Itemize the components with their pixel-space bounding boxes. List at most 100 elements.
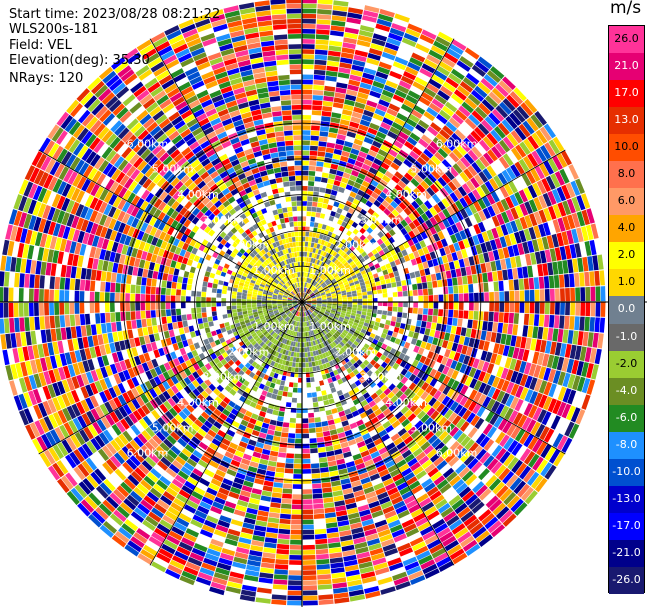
radar-gate xyxy=(444,302,449,309)
radar-gate xyxy=(433,309,438,316)
radar-gate xyxy=(467,275,473,284)
radar-gate xyxy=(480,263,486,273)
radar-gate xyxy=(318,146,326,152)
radar-gate xyxy=(316,29,330,35)
radar-gate xyxy=(328,537,340,543)
radar-gate xyxy=(427,282,432,289)
radar-gate xyxy=(596,286,601,301)
radar-gate xyxy=(293,484,302,489)
radar-gate xyxy=(363,295,368,298)
radar-gate xyxy=(312,478,321,483)
radar-gate xyxy=(292,393,297,398)
radar-gate xyxy=(358,299,363,302)
radar-gate xyxy=(279,524,290,529)
radar-gate xyxy=(413,290,418,296)
radar-gate xyxy=(303,515,314,520)
radar-gate xyxy=(398,302,403,307)
radar-gate xyxy=(331,117,341,123)
radar-gate xyxy=(442,317,447,325)
radar-gate xyxy=(402,285,407,291)
radar-gate xyxy=(462,276,468,285)
radar-gate xyxy=(303,530,315,535)
radar-gate xyxy=(580,287,585,301)
radar-gate xyxy=(510,302,515,312)
radar-gate xyxy=(383,298,388,302)
radar-gate xyxy=(302,151,310,156)
radar-gate xyxy=(328,200,334,206)
radar-gate xyxy=(320,213,325,218)
radar-gate xyxy=(453,310,458,318)
radar-gate xyxy=(302,176,308,181)
radar-gate xyxy=(552,262,558,275)
radar-gate xyxy=(473,284,478,293)
radar-gate xyxy=(326,517,337,523)
radar-gate xyxy=(384,274,390,279)
radar-gate xyxy=(303,550,315,555)
radar-gate xyxy=(428,309,433,316)
radar-gate xyxy=(294,454,302,459)
radar-gate xyxy=(311,120,320,125)
radar-gate xyxy=(294,459,302,464)
radar-gate xyxy=(316,549,329,555)
radar-gate xyxy=(488,282,493,292)
radar-gate xyxy=(303,580,317,585)
radar-gate xyxy=(304,257,307,262)
radar-gate xyxy=(423,295,428,301)
radar-gate xyxy=(282,391,287,396)
radar-gate xyxy=(267,466,276,472)
radar-gate xyxy=(390,277,396,283)
radar-gate xyxy=(342,304,347,307)
radar-gate xyxy=(302,95,312,100)
radar-gate xyxy=(292,510,302,515)
radar-gate xyxy=(313,499,323,504)
radar-gate xyxy=(383,293,388,298)
radar-gate xyxy=(585,302,590,316)
radar-gate xyxy=(437,316,442,323)
radar-gate xyxy=(303,601,318,606)
radar-gate xyxy=(530,290,535,302)
radar-gate xyxy=(275,426,282,432)
radar-gate xyxy=(504,291,509,301)
radar-gate xyxy=(302,135,310,140)
radar-gate xyxy=(264,397,270,403)
radar-gate xyxy=(290,535,302,540)
radar-gate xyxy=(302,171,309,176)
radar-gate xyxy=(444,294,449,301)
radar-gate xyxy=(330,557,343,563)
radar-gate xyxy=(347,297,352,300)
radar-gate xyxy=(522,266,528,278)
radar-gate xyxy=(307,211,312,216)
radar-gate xyxy=(317,14,331,20)
radar-gate xyxy=(436,273,442,281)
radar-gate xyxy=(282,499,292,504)
radar-gate xyxy=(303,459,311,464)
radar-gate xyxy=(263,486,273,492)
radar-gate xyxy=(591,302,596,316)
radar-gate xyxy=(303,590,318,595)
radar-gate xyxy=(323,400,329,406)
radar-gate xyxy=(290,418,296,423)
radar-gate xyxy=(309,433,316,438)
radar-gate xyxy=(311,468,320,473)
radar-gate xyxy=(502,270,508,281)
radar-gate xyxy=(307,206,312,211)
radar-gate xyxy=(316,212,321,217)
radar-gate xyxy=(295,444,302,449)
radar-gate xyxy=(413,332,419,339)
radar-gate xyxy=(535,302,540,314)
radar-gate xyxy=(327,142,336,148)
radar-gate xyxy=(386,283,391,288)
radar-gate xyxy=(575,302,580,316)
radar-gate xyxy=(481,331,487,341)
radar-gate xyxy=(507,269,513,280)
radar-gate xyxy=(275,564,288,570)
radar-gate xyxy=(306,217,311,222)
radar-gate xyxy=(311,382,316,387)
radar-gate xyxy=(303,484,312,489)
radar-gate xyxy=(321,208,327,214)
radar-gate xyxy=(277,416,284,422)
radar-gate xyxy=(296,357,299,362)
radar-gate xyxy=(302,44,315,49)
radar-gate xyxy=(288,575,302,580)
radar-gate xyxy=(303,540,315,545)
